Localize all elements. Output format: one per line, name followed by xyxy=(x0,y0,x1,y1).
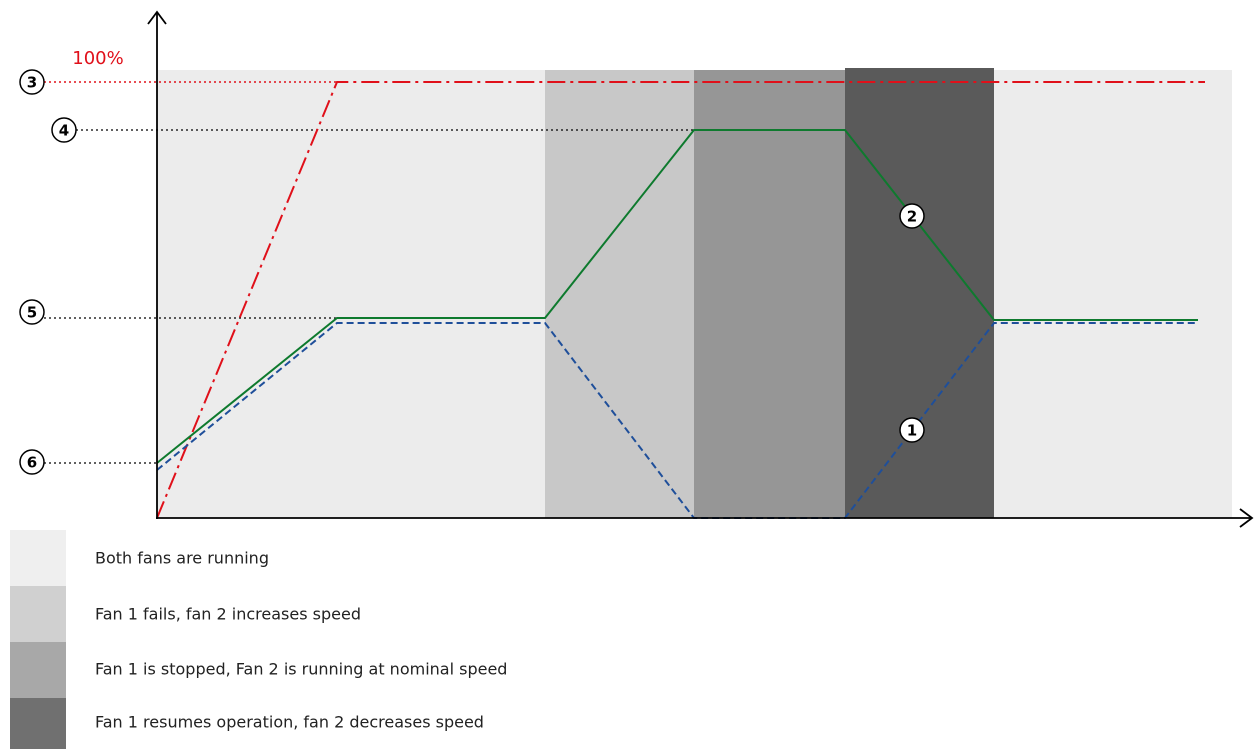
legend: Both fans are running Fan 1 fails, fan 2… xyxy=(10,530,507,749)
fan2-line xyxy=(156,129,1198,464)
legend-label: Fan 1 is stopped, Fan 2 is running at no… xyxy=(95,660,507,679)
legend-swatch xyxy=(10,586,66,642)
phase-resume xyxy=(845,68,994,518)
axes xyxy=(147,10,1254,528)
guides xyxy=(44,129,694,464)
callout: 3 xyxy=(27,74,37,92)
callout: 1 xyxy=(907,422,917,440)
callout: 2 xyxy=(907,208,917,226)
legend-label: Fan 1 resumes operation, fan 2 decreases… xyxy=(95,713,484,732)
legend-swatch xyxy=(10,530,66,586)
callout: 6 xyxy=(27,454,37,472)
callout: 5 xyxy=(27,304,37,322)
reference-line xyxy=(156,81,1205,519)
phase-fail xyxy=(545,70,694,518)
legend-swatch xyxy=(10,698,66,749)
phase-stopped xyxy=(694,70,845,518)
callout: 4 xyxy=(59,122,69,140)
top-label: 100% xyxy=(72,48,123,69)
callouts: 1 2 3 4 5 6 xyxy=(19,69,925,475)
legend-label: Both fans are running xyxy=(95,549,269,568)
legend-swatch xyxy=(10,642,66,698)
legend-label: Fan 1 fails, fan 2 increases speed xyxy=(95,605,361,624)
